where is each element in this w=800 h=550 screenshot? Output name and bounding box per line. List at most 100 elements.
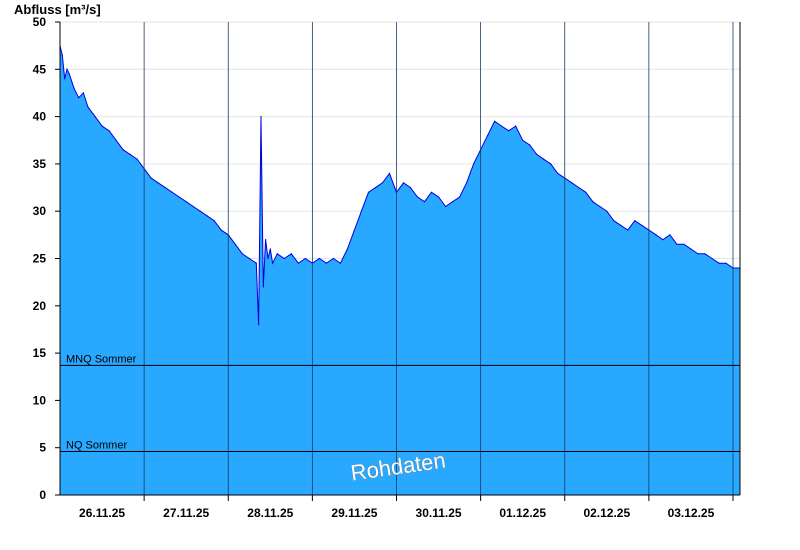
data-point <box>374 187 377 189</box>
x-tick-label: 01.12.25 <box>499 506 546 520</box>
y-tick-label: 35 <box>33 157 47 171</box>
data-point <box>82 92 84 94</box>
data-point <box>711 257 713 260</box>
data-point <box>452 201 454 203</box>
discharge-area-fill <box>60 45 740 495</box>
data-point <box>178 196 180 198</box>
data-point <box>536 153 538 155</box>
data-point <box>290 253 292 255</box>
data-point <box>430 191 433 193</box>
data-point <box>662 239 664 241</box>
data-point <box>606 210 608 212</box>
data-point <box>73 87 75 89</box>
reference-line-label: NQ Sommer <box>66 439 127 451</box>
y-tick-label: 0 <box>39 488 46 502</box>
data-point <box>445 205 447 208</box>
data-point <box>487 134 489 137</box>
y-tick-label: 10 <box>33 393 47 407</box>
data-point <box>339 262 341 264</box>
data-point <box>199 210 201 212</box>
discharge-area-series <box>59 45 741 495</box>
data-point <box>108 130 110 132</box>
data-point <box>297 262 299 264</box>
data-point <box>592 201 594 203</box>
data-point <box>78 97 80 99</box>
data-point <box>381 182 384 184</box>
data-point <box>267 257 269 260</box>
data-point <box>206 215 208 217</box>
data-point <box>101 125 103 127</box>
data-point <box>122 149 124 151</box>
data-point <box>304 257 306 260</box>
data-point <box>557 172 559 174</box>
y-tick-label: 45 <box>33 62 47 76</box>
data-point <box>332 257 334 260</box>
y-tick-label: 20 <box>33 299 47 313</box>
data-point <box>192 205 194 208</box>
data-point <box>220 229 222 231</box>
data-point <box>613 220 615 222</box>
x-tick-label: 27.11.25 <box>163 506 209 520</box>
x-tick-label: 03.12.25 <box>668 506 715 520</box>
y-tick-label: 50 <box>33 15 47 29</box>
data-point <box>360 210 362 212</box>
data-point <box>64 78 66 80</box>
data-point <box>423 201 426 203</box>
data-point <box>241 253 243 255</box>
data-point <box>265 239 267 241</box>
data-point <box>150 177 152 179</box>
data-point <box>655 234 657 236</box>
reference-line-label: MNQ Sommer <box>66 353 137 365</box>
data-point <box>515 125 517 127</box>
y-tick-label: 5 <box>39 441 46 455</box>
data-point <box>87 106 89 108</box>
data-point <box>115 139 117 141</box>
data-point <box>258 324 260 326</box>
data-point <box>164 187 166 189</box>
y-tick-label: 30 <box>33 204 47 218</box>
data-point <box>262 286 264 288</box>
data-point <box>353 229 355 231</box>
reference-lines: MNQ Sommer NQ Sommer <box>60 353 740 452</box>
data-point <box>669 234 671 236</box>
data-point <box>585 191 587 193</box>
data-point <box>466 182 468 184</box>
data-point <box>325 262 327 264</box>
data-point <box>248 257 250 260</box>
data-point <box>683 243 685 245</box>
data-point <box>260 116 262 118</box>
data-point <box>409 187 412 189</box>
x-tick-label: 26.11.25 <box>79 506 125 520</box>
data-point <box>473 163 475 165</box>
x-tick-label: 02.12.25 <box>583 506 630 520</box>
data-point <box>550 163 552 165</box>
data-point <box>571 182 573 184</box>
data-point <box>269 248 271 250</box>
data-point <box>283 257 285 260</box>
data-point <box>501 125 503 127</box>
data-point <box>718 262 720 264</box>
data-point <box>508 130 510 132</box>
axes: 26.11.25 27.11.25 28.11.25 29.11.25 30.11.25… <box>33 15 741 520</box>
y-axis-label: Abfluss [m³/s] <box>14 2 101 17</box>
data-point <box>416 196 419 198</box>
data-point <box>61 54 63 56</box>
data-point <box>94 116 96 118</box>
x-tick-label: 30.11.25 <box>416 506 462 520</box>
x-tick-label: 29.11.25 <box>331 506 377 520</box>
data-point <box>318 257 320 260</box>
data-point <box>459 196 461 198</box>
data-point <box>68 73 70 75</box>
data-point <box>185 201 187 203</box>
data-point <box>634 220 636 222</box>
y-tick-label: 25 <box>33 252 47 266</box>
data-point <box>346 248 348 250</box>
data-point <box>129 153 131 155</box>
data-point <box>676 243 678 245</box>
data-point <box>66 68 68 70</box>
data-point <box>620 224 622 226</box>
data-point <box>704 253 706 255</box>
data-point <box>171 191 173 193</box>
y-tick-label: 40 <box>33 110 47 124</box>
